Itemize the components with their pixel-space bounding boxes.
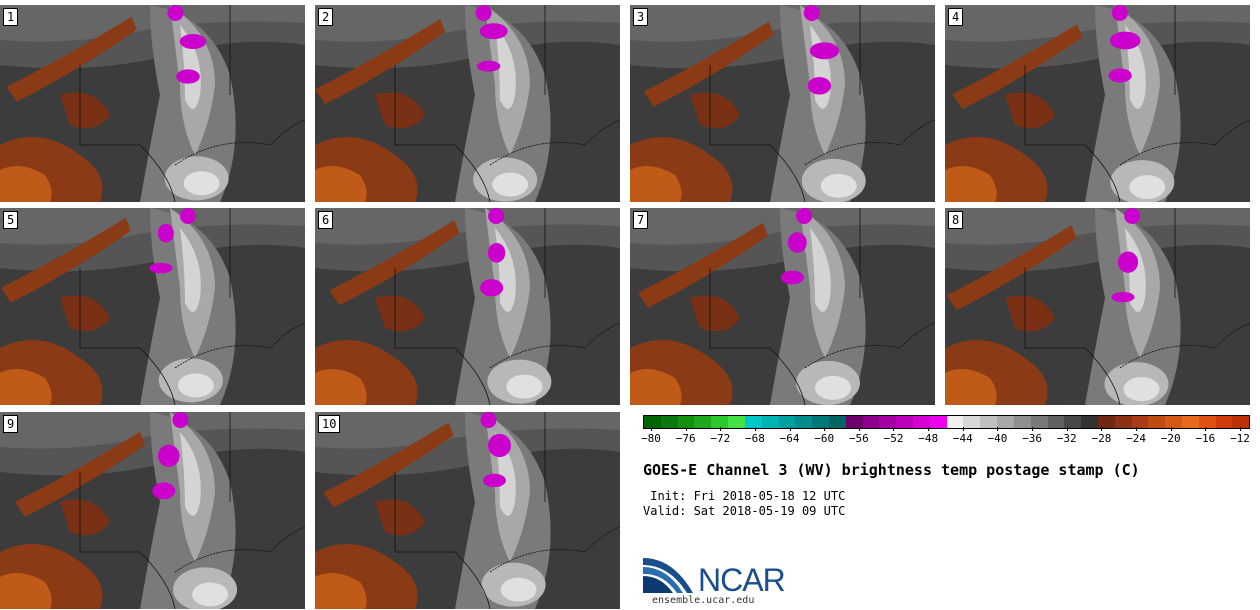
colorbar-segment — [929, 416, 947, 428]
colorbar-segment — [1232, 416, 1250, 428]
map-panel-5: 5 — [0, 208, 305, 405]
colorbar-segment — [660, 416, 678, 428]
wv-map-1 — [0, 5, 305, 202]
colorbar-tick-label: −68 — [745, 427, 765, 445]
colorbar-segment — [862, 416, 880, 428]
wv-map-10 — [315, 412, 620, 609]
map-panel-3: 3 — [630, 5, 935, 202]
colorbar-segment — [744, 416, 762, 428]
colorbar-tick-label: −36 — [1022, 427, 1042, 445]
colorbar-segment — [644, 416, 661, 428]
colorbar-segment — [946, 416, 964, 428]
colorbar-tick-label: −44 — [953, 427, 973, 445]
colorbar-segment — [1081, 416, 1098, 428]
colorbar-segment — [711, 416, 729, 428]
panel-number: 9 — [3, 415, 19, 433]
colorbar-segment — [1013, 416, 1031, 428]
colorbar-segment — [761, 416, 779, 428]
colorbar-segment — [1064, 416, 1082, 428]
colorbar-segment — [963, 416, 981, 428]
colorbar-tick-label: −64 — [780, 427, 800, 445]
colorbar-tick-label: −48 — [918, 427, 938, 445]
colorbar-segment — [1114, 416, 1132, 428]
colorbar-tick-label: −32 — [1057, 427, 1077, 445]
panel-number: 2 — [318, 8, 334, 26]
colorbar-tick-label: −20 — [1161, 427, 1181, 445]
colorbar-tick-label: −40 — [988, 427, 1007, 445]
colorbar-segment — [997, 416, 1014, 428]
colorbar-segment — [778, 416, 796, 428]
ncar-logo-icon — [643, 558, 693, 593]
colorbar-segment — [812, 416, 829, 428]
colorbar-segment — [694, 416, 712, 428]
colorbar-tick-label: −28 — [1091, 427, 1111, 445]
wv-map-9 — [0, 412, 305, 609]
map-panel-10: 10 — [315, 412, 620, 609]
map-panel-6: 6 — [315, 208, 620, 405]
colorbar-segment — [728, 416, 745, 428]
panel-number: 10 — [318, 415, 341, 433]
wv-map-3 — [630, 5, 935, 202]
wv-map-7 — [630, 208, 935, 405]
colorbar-segment — [845, 416, 863, 428]
colorbar-tick-label: −80 — [641, 427, 661, 445]
map-panel-2: 2 — [315, 5, 620, 202]
wv-map-4 — [945, 5, 1250, 202]
colorbar-tick-label: −72 — [710, 427, 730, 445]
colorbar-segment — [879, 416, 897, 428]
colorbar-tick-label: −52 — [884, 427, 903, 445]
colorbar-segment — [913, 416, 930, 428]
panel-number: 8 — [948, 211, 964, 229]
colorbar-segment — [1215, 416, 1233, 428]
panel-number: 7 — [633, 211, 649, 229]
map-panel-1: 1 — [0, 5, 305, 202]
colorbar-tick-label: −60 — [814, 427, 834, 445]
colorbar-segment — [1097, 416, 1115, 428]
panel-number: 3 — [633, 8, 649, 26]
colorbar-tick-label: −24 — [1126, 427, 1146, 445]
valid-time: Valid: Sat 2018-05-19 09 UTC — [643, 504, 846, 518]
colorbar-segment — [1030, 416, 1048, 428]
map-panel-9: 9 — [0, 412, 305, 609]
colorbar-segment — [677, 416, 695, 428]
colorbar-segment — [980, 416, 998, 428]
wv-map-8 — [945, 208, 1250, 405]
figure-title: GOES-E Channel 3 (WV) brightness temp po… — [643, 461, 1140, 479]
ensemble-url: ensemble.ucar.edu — [652, 595, 755, 606]
panel-number: 6 — [318, 211, 334, 229]
colorbar-segment — [1198, 416, 1216, 428]
colorbar-tick-label: −12 — [1230, 427, 1250, 445]
colorbar-segment — [1165, 416, 1182, 428]
colorbar-segment — [1131, 416, 1149, 428]
colorbar-tick-label: −76 — [676, 427, 696, 445]
colorbar-segment — [1182, 416, 1199, 428]
init-time: Init: Fri 2018-05-18 12 UTC — [643, 489, 846, 503]
colorbar-ticks: −80 −76 −72 −68 −64 −60 −56 −52 −48 −44 −40 −36 −32−… — [641, 427, 1250, 447]
wv-map-5 — [0, 208, 305, 405]
map-panel-8: 8 — [945, 208, 1250, 405]
colorbar-segment — [795, 416, 813, 428]
wv-map-2 — [315, 5, 620, 202]
panel-number: 5 — [3, 211, 19, 229]
colorbar — [643, 415, 1250, 429]
map-panel-7: 7 — [630, 208, 935, 405]
ncar-logo-text: NCAR — [698, 562, 786, 598]
panel-number: 4 — [948, 8, 964, 26]
colorbar-tick-label: −16 — [1195, 427, 1215, 445]
colorbar-segment — [1047, 416, 1065, 428]
panel-number: 1 — [3, 8, 19, 26]
wv-map-6 — [315, 208, 620, 405]
colorbar-segment — [1148, 416, 1166, 428]
colorbar-segment — [896, 416, 913, 428]
colorbar-tick-label: −56 — [849, 427, 869, 445]
map-panel-4: 4 — [945, 5, 1250, 202]
colorbar-segment — [828, 416, 846, 428]
